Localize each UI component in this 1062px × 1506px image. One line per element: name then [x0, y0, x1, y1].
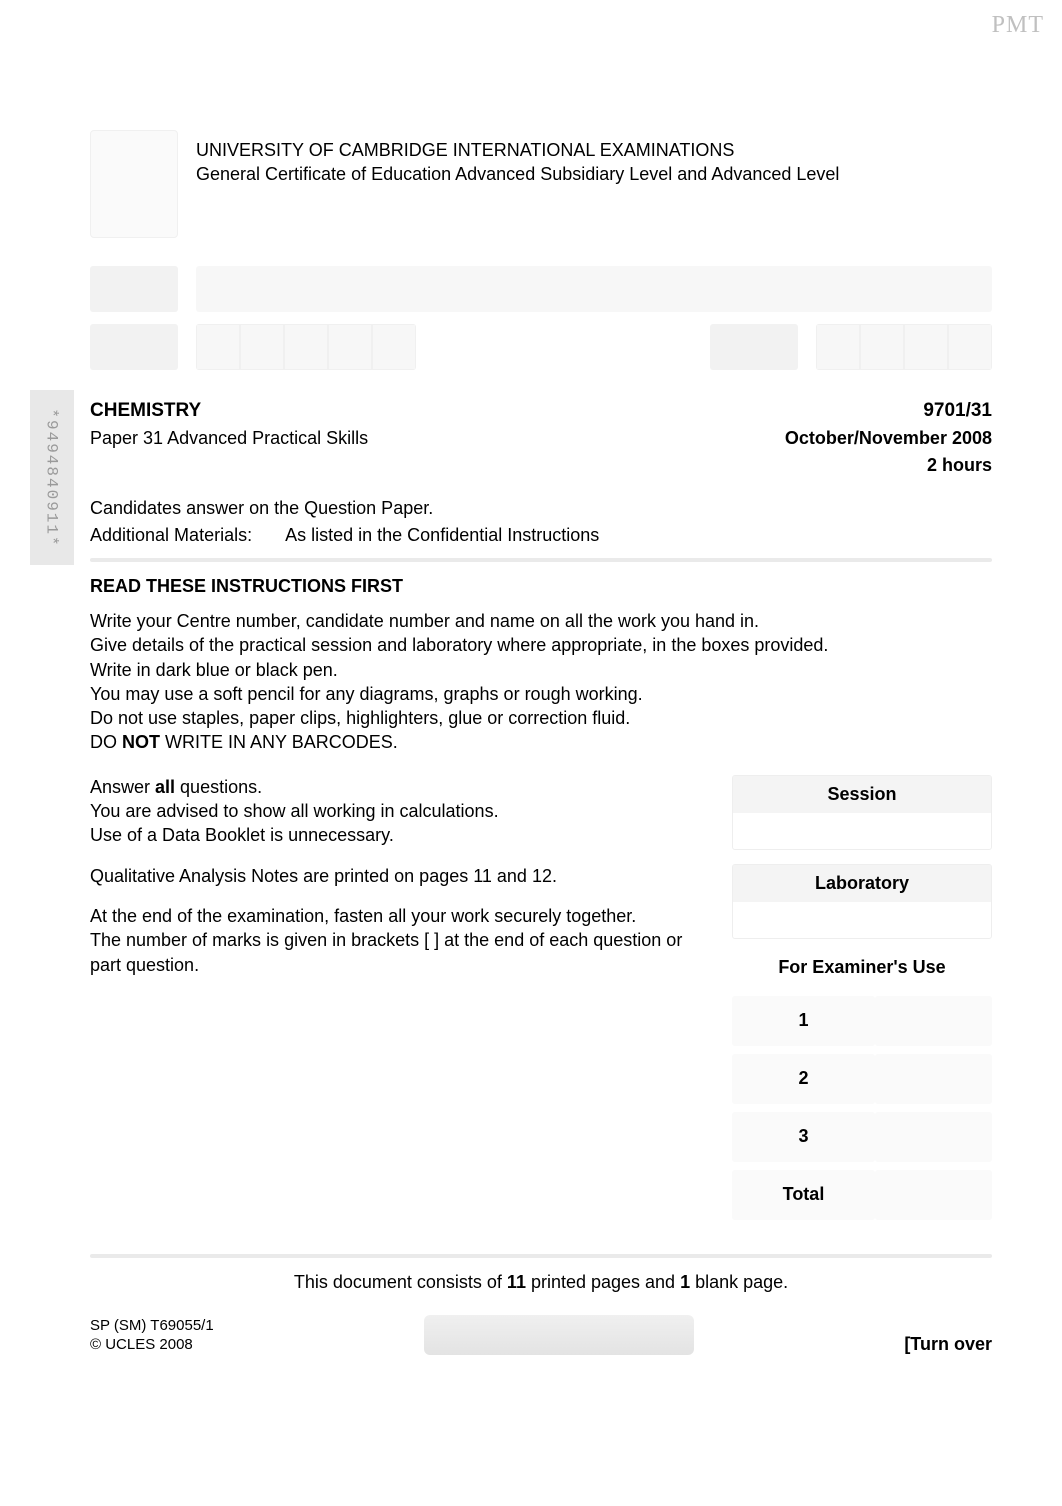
- instr-line: Give details of the practical session an…: [90, 633, 992, 657]
- candidate-number-label-placeholder: [710, 324, 798, 370]
- laboratory-label: Laboratory: [733, 865, 991, 902]
- footer-divider: [90, 1254, 992, 1258]
- instructions-header: READ THESE INSTRUCTIONS FIRST: [90, 576, 992, 597]
- examiner-row-label: 2: [732, 1054, 875, 1104]
- footer-text-span: This document consists of: [294, 1272, 507, 1292]
- instr-text-span: DO: [90, 732, 122, 752]
- footer-sp: SP (SM) T69055/1: [90, 1316, 214, 1336]
- instr-text-span: questions.: [175, 777, 262, 797]
- candidate-number-grid[interactable]: [816, 324, 992, 370]
- instr-para-4: At the end of the examination, fasten al…: [90, 904, 702, 977]
- instr-line: Use of a Data Booklet is unnecessary.: [90, 823, 702, 847]
- centre-digit-cell[interactable]: [284, 324, 328, 370]
- instr-line: Write your Centre number, candidate numb…: [90, 609, 992, 633]
- examiner-use-block: For Examiner's Use 1 2 3 To: [732, 957, 992, 1228]
- centre-digit-cell[interactable]: [240, 324, 284, 370]
- session-value[interactable]: [733, 813, 991, 849]
- centre-digit-cell[interactable]: [196, 324, 240, 370]
- materials-line: Additional Materials: As listed in the C…: [90, 525, 992, 546]
- candidate-name-row: [90, 266, 992, 312]
- instr-line: Do not use staples, paper clips, highlig…: [90, 706, 992, 730]
- candidate-numbers-row: [90, 324, 992, 370]
- instr-para-2: Answer all questions. You are advised to…: [90, 775, 702, 848]
- subject-code: 9701/31: [923, 400, 992, 422]
- examiner-use-table: 1 2 3 Total: [732, 988, 992, 1228]
- centre-number-label-placeholder: [90, 324, 178, 370]
- name-input-box[interactable]: [196, 266, 992, 312]
- instructions-block-1: Write your Centre number, candidate numb…: [90, 609, 992, 755]
- examiner-use-header: For Examiner's Use: [732, 957, 992, 978]
- lower-columns: Answer all questions. You are advised to…: [90, 775, 992, 1228]
- instr-text-span: WRITE IN ANY BARCODES.: [160, 732, 398, 752]
- instr-line: You may use a soft pencil for any diagra…: [90, 682, 992, 706]
- table-row: 3: [732, 1112, 992, 1162]
- candidate-digit-cell[interactable]: [860, 324, 904, 370]
- barcode-text: *9494840911*: [43, 408, 61, 547]
- exam-duration: 2 hours: [927, 455, 992, 476]
- candidate-digit-cell[interactable]: [948, 324, 992, 370]
- subject-name: CHEMISTRY: [90, 400, 201, 422]
- instr-line: DO NOT WRITE IN ANY BARCODES.: [90, 730, 992, 754]
- logo-placeholder: [90, 130, 178, 238]
- turn-over: [Turn over: [904, 1334, 992, 1355]
- candidate-digit-cell[interactable]: [904, 324, 948, 370]
- barcode-strip: *9494840911*: [30, 390, 74, 565]
- lower-left-column: Answer all questions. You are advised to…: [90, 775, 702, 1228]
- pmt-watermark: PMT: [992, 12, 1044, 39]
- session-box: Session: [732, 775, 992, 850]
- footer-bold: 1: [680, 1272, 690, 1292]
- table-row: Total: [732, 1170, 992, 1220]
- materials-value: As listed in the Confidential Instructio…: [285, 525, 599, 545]
- university-line2: General Certificate of Education Advance…: [196, 162, 839, 186]
- examiner-row-value[interactable]: [875, 1054, 992, 1104]
- instr-line: You are advised to show all working in c…: [90, 799, 702, 823]
- footer-logo-placeholder: [424, 1315, 694, 1355]
- instr-line: At the end of the examination, fasten al…: [90, 904, 702, 928]
- answer-location-line: Candidates answer on the Question Paper.: [90, 498, 992, 519]
- centre-digit-cell[interactable]: [372, 324, 416, 370]
- divider: [90, 558, 992, 562]
- instr-bold: NOT: [122, 732, 160, 752]
- footer-left: SP (SM) T69055/1 © UCLES 2008: [90, 1316, 214, 1355]
- examiner-row-value[interactable]: [875, 1170, 992, 1220]
- examiner-row-label: 3: [732, 1112, 875, 1162]
- exam-date: October/November 2008: [785, 428, 992, 449]
- instr-line: Write in dark blue or black pen.: [90, 658, 992, 682]
- instr-para-3: Qualitative Analysis Notes are printed o…: [90, 864, 702, 888]
- examiner-row-label: 1: [732, 996, 875, 1046]
- laboratory-box: Laboratory: [732, 864, 992, 939]
- examiner-row-label: Total: [732, 1170, 875, 1220]
- examiner-row-value[interactable]: [875, 1112, 992, 1162]
- centre-digit-cell[interactable]: [328, 324, 372, 370]
- examiner-row-value[interactable]: [875, 996, 992, 1046]
- footer-text-span: blank page.: [690, 1272, 788, 1292]
- instr-line: The number of marks is given in brackets…: [90, 928, 702, 977]
- instr-bold: all: [155, 777, 175, 797]
- session-label: Session: [733, 776, 991, 813]
- footer-copyright: © UCLES 2008: [90, 1335, 214, 1355]
- table-row: 2: [732, 1054, 992, 1104]
- university-text: UNIVERSITY OF CAMBRIDGE INTERNATIONAL EX…: [196, 130, 839, 187]
- materials-label: Additional Materials:: [90, 525, 252, 545]
- footer-doc-line: This document consists of 11 printed pag…: [90, 1272, 992, 1293]
- page-content: UNIVERSITY OF CAMBRIDGE INTERNATIONAL EX…: [90, 130, 992, 1355]
- footer-bold: 11: [507, 1272, 526, 1292]
- subject-block: CHEMISTRY 9701/31 Paper 31 Advanced Prac…: [90, 400, 992, 546]
- centre-number-grid[interactable]: [196, 324, 416, 370]
- footer-text-span: printed pages and: [526, 1272, 680, 1292]
- table-row: 1: [732, 996, 992, 1046]
- name-label-placeholder: [90, 266, 178, 312]
- paper-label: Paper 31 Advanced Practical Skills: [90, 428, 368, 449]
- footer-row: SP (SM) T69055/1 © UCLES 2008 [Turn over: [90, 1315, 992, 1355]
- laboratory-value[interactable]: [733, 902, 991, 938]
- instr-text-span: Answer: [90, 777, 155, 797]
- lower-right-column: Session Laboratory For Examiner's Use 1 …: [732, 775, 992, 1228]
- candidate-digit-cell[interactable]: [816, 324, 860, 370]
- instr-line: Answer all questions.: [90, 775, 702, 799]
- university-line1: UNIVERSITY OF CAMBRIDGE INTERNATIONAL EX…: [196, 138, 839, 162]
- header-row: UNIVERSITY OF CAMBRIDGE INTERNATIONAL EX…: [90, 130, 992, 238]
